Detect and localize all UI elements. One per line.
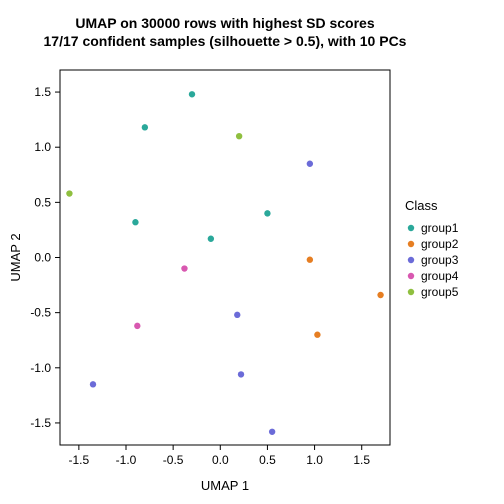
data-point — [90, 381, 96, 387]
data-point — [238, 371, 244, 377]
legend-swatch — [408, 273, 414, 279]
legend-label: group5 — [421, 285, 459, 299]
legend-label: group1 — [421, 221, 459, 235]
data-point — [307, 161, 313, 167]
data-point — [234, 312, 240, 318]
x-tick-label: 1.0 — [306, 453, 323, 467]
x-tick-label: -1.0 — [116, 453, 137, 467]
legend-swatch — [408, 225, 414, 231]
chart-title-line1: UMAP on 30000 rows with highest SD score… — [75, 15, 374, 31]
data-point — [189, 91, 195, 97]
data-point — [66, 190, 72, 196]
y-tick-label: -0.5 — [30, 306, 51, 320]
y-tick-label: -1.5 — [30, 416, 51, 430]
x-tick-label: 0.0 — [212, 453, 229, 467]
legend-swatch — [408, 241, 414, 247]
scatter-plot: -1.5 -1.0 -0.5 0.0 0.5 1.0 1.5 -1.5 -1.0 -0.5 0.0 0… — [0, 0, 504, 504]
legend-swatch — [408, 289, 414, 295]
y-tick-label: 0.5 — [34, 195, 51, 209]
y-tick-label: 1.0 — [34, 140, 51, 154]
data-point — [377, 292, 383, 298]
data-point — [264, 210, 270, 216]
data-point — [134, 323, 140, 329]
x-tick-label: 0.5 — [259, 453, 276, 467]
data-point — [181, 265, 187, 271]
x-axis-label: UMAP 1 — [201, 478, 249, 493]
legend-swatch — [408, 257, 414, 263]
data-point — [208, 236, 214, 242]
legend-label: group2 — [421, 237, 459, 251]
data-point — [314, 332, 320, 338]
y-tick-label: 0.0 — [34, 251, 51, 265]
chart-title-line2: 17/17 confident samples (silhouette > 0.… — [44, 33, 407, 49]
data-point — [132, 219, 138, 225]
data-point — [307, 257, 313, 263]
x-tick-label: -1.5 — [69, 453, 90, 467]
legend-label: group4 — [421, 269, 459, 283]
y-tick-label: -1.0 — [30, 361, 51, 375]
x-tick-label: -0.5 — [163, 453, 184, 467]
x-tick-label: 1.5 — [353, 453, 370, 467]
data-point — [142, 124, 148, 130]
data-point — [269, 429, 275, 435]
legend-title: Class — [405, 198, 438, 213]
plot-background — [0, 0, 504, 504]
y-tick-label: 1.5 — [34, 85, 51, 99]
data-point — [236, 133, 242, 139]
y-axis-label: UMAP 2 — [8, 233, 23, 281]
legend-label: group3 — [421, 253, 459, 267]
